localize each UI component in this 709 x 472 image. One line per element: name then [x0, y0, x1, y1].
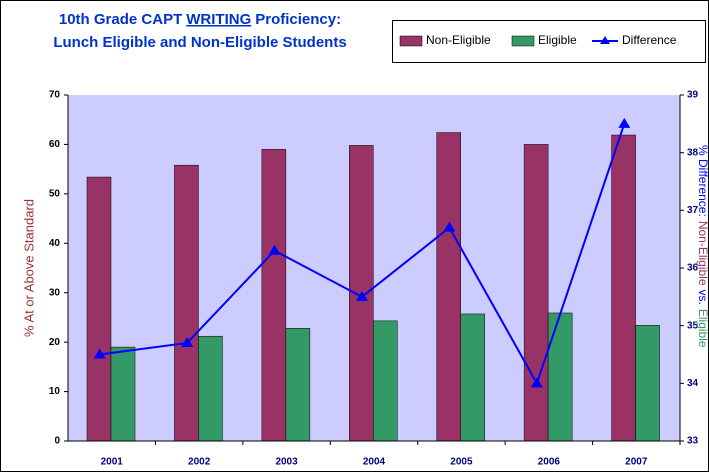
x-tick-label: 2003	[275, 457, 298, 468]
y2-tick-label: 35	[687, 320, 699, 331]
title-part: 10th Grade CAPT	[59, 11, 182, 28]
bar	[174, 164, 199, 442]
bar	[373, 320, 398, 442]
x-tick-label: 2002	[188, 457, 211, 468]
chart-subtitle: Lunch Eligible and Non-Eligible Students	[53, 34, 346, 51]
bar	[261, 149, 287, 442]
y-tick-label: 30	[49, 287, 61, 298]
bar	[285, 328, 311, 442]
bar	[460, 313, 485, 442]
bar	[547, 312, 573, 442]
bar	[198, 335, 223, 442]
bar	[635, 325, 660, 442]
y2-tick-label: 36	[687, 263, 699, 274]
y2-label-part: vs.	[696, 290, 709, 305]
x-tick-label: 2006	[538, 457, 561, 468]
difference-marker	[268, 244, 281, 255]
x-tick-label: 2007	[625, 457, 648, 468]
y-tick-label: 50	[49, 188, 61, 199]
bar	[86, 176, 112, 442]
difference-marker	[93, 348, 106, 359]
y2-label-part: % Difference:	[696, 145, 709, 217]
x-tick-label: 2005	[450, 457, 473, 468]
legend-label: Difference	[622, 33, 677, 47]
y2-tick-label: 33	[687, 436, 699, 447]
title-part: WRITING	[186, 11, 251, 28]
legend-marker	[600, 36, 610, 44]
y2-label-part: Non-Eligible	[696, 221, 709, 286]
x-tick-label: 2001	[101, 457, 124, 468]
y-tick-label: 0	[54, 436, 60, 447]
legend-label: Eligible	[538, 33, 577, 47]
y2-tick-label: 37	[687, 205, 699, 216]
difference-marker	[618, 117, 631, 128]
y-tick-label: 20	[49, 337, 61, 348]
legend-label: Non-Eligible	[426, 33, 491, 47]
y2-tick-label: 34	[687, 378, 699, 389]
legend-swatch	[399, 35, 423, 47]
bar	[611, 134, 636, 442]
legend-swatch	[511, 35, 535, 47]
y2-tick-label: 38	[687, 147, 699, 158]
y-tick-label: 70	[49, 90, 61, 101]
y-axis-label: % At or Above Standard	[21, 199, 36, 337]
title-part: Proficiency:	[255, 11, 341, 28]
y-tick-label: 10	[49, 386, 61, 397]
bar	[110, 346, 136, 442]
y2-axis-label: % Difference: Non-Eligible vs. Eligible	[696, 145, 709, 348]
legend-box	[392, 20, 706, 63]
difference-marker	[356, 290, 368, 301]
difference-marker	[181, 336, 194, 347]
y-tick-label: 40	[49, 238, 61, 249]
x-tick-label: 2004	[363, 457, 386, 468]
bar	[523, 144, 549, 442]
y-tick-label: 60	[49, 139, 61, 150]
bar	[436, 132, 461, 442]
difference-marker	[530, 377, 543, 388]
chart-title: 10th Grade CAPT WRITING Proficiency:	[59, 11, 341, 28]
difference-marker	[443, 221, 456, 232]
y2-tick-label: 39	[687, 90, 699, 101]
y2-label-part: Eligible	[696, 309, 709, 348]
